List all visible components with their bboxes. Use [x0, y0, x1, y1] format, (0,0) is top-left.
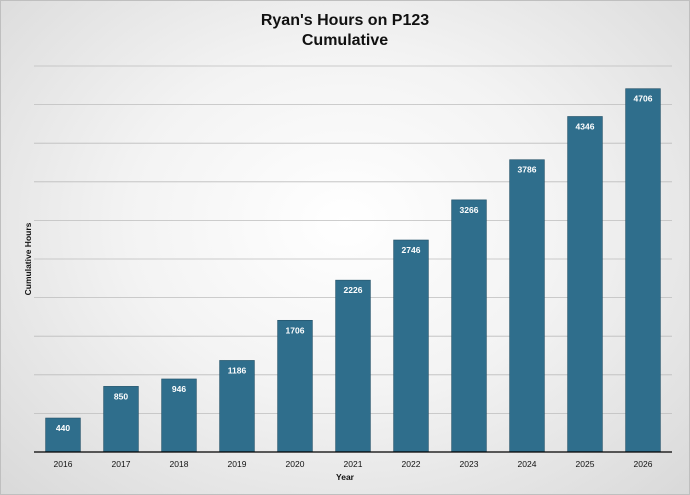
x-tick-label-2018: 2018 — [170, 459, 189, 469]
data-label-2023: 3266 — [460, 205, 479, 215]
x-tick-label-2022: 2022 — [402, 459, 421, 469]
bar-2025 — [567, 116, 603, 453]
data-label-2018: 946 — [172, 384, 186, 394]
bar-2023 — [451, 199, 487, 453]
data-label-2026: 4706 — [634, 94, 653, 104]
chart-title-line-1: Ryan's Hours on P123 — [260, 12, 430, 29]
data-label-2024: 3786 — [518, 165, 537, 175]
data-label-2019: 1186 — [228, 365, 247, 375]
x-tick-label-2019: 2019 — [228, 459, 247, 469]
y-axis-label: Cumulative Hours — [23, 222, 33, 296]
chart-title: Ryan's Hours on P123 Cumulative — [1, 11, 689, 51]
data-label-2021: 2226 — [344, 285, 363, 295]
bar-2020 — [277, 319, 313, 453]
x-axis-label: Year — [336, 472, 354, 482]
x-tick-label-2023: 2023 — [460, 459, 479, 469]
data-label-2017: 850 — [114, 391, 128, 401]
bar-2022 — [393, 239, 429, 453]
x-tick-label-2020: 2020 — [286, 459, 305, 469]
data-label-2020: 1706 — [286, 325, 305, 335]
chart-title-line-2: Cumulative — [301, 32, 389, 49]
x-tick-label-2016: 2016 — [54, 459, 73, 469]
bar-2026 — [625, 88, 661, 453]
data-label-2025: 4346 — [576, 121, 595, 131]
bar-2024 — [509, 159, 545, 453]
x-tick-label-2026: 2026 — [634, 459, 653, 469]
bar-2021 — [335, 279, 371, 453]
x-tick-label-2017: 2017 — [112, 459, 131, 469]
x-tick-label-2021: 2021 — [344, 459, 363, 469]
data-label-2016: 440 — [56, 423, 70, 433]
data-label-2022: 2746 — [402, 245, 421, 255]
x-tick-label-2025: 2025 — [576, 459, 595, 469]
x-tick-label-2024: 2024 — [518, 459, 537, 469]
